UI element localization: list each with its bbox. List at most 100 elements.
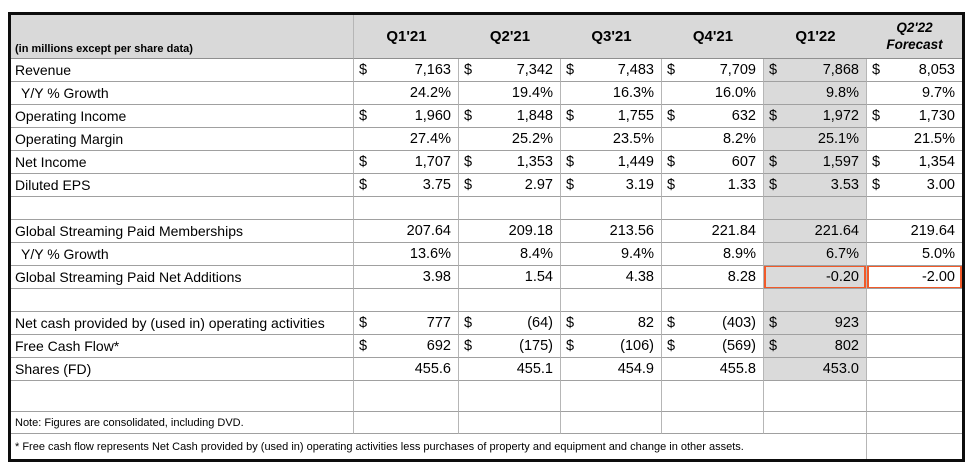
dollar-sign: $ [359, 177, 368, 193]
cell-value: 7,163 [414, 62, 451, 78]
dollar-sign: $ [359, 154, 368, 170]
data-cell-global-streaming-paid-net-additions-col5: -2.00 [867, 266, 962, 289]
data-cell-shares-fd-col5 [867, 358, 962, 381]
data-cell-shares-fd-col2: 454.9 [561, 358, 662, 381]
cell-value: 16.3% [612, 85, 654, 101]
data-cell-y-y-growth-col5: 5.0% [867, 243, 962, 266]
blank-cell [764, 381, 867, 412]
cell-value: 25.1% [817, 131, 859, 147]
blank-cell [459, 412, 561, 434]
row-label-y-y-growth: Y/Y % Growth [11, 82, 354, 105]
dollar-sign: $ [566, 177, 575, 193]
blank-cell [459, 381, 561, 412]
table-row-global-streaming-paid-net-additions: Global Streaming Paid Net Additions 3.98 1… [11, 266, 962, 289]
data-cell-y-y-growth-col5: 9.7% [867, 82, 962, 105]
data-cell-operating-income-col0: $1,960 [354, 105, 459, 128]
data-cell-shares-fd-col3: 455.8 [662, 358, 764, 381]
table-row-free-cash-flow: Free Cash Flow* $692 $ (175) $ (106) $ (569) $80… [11, 335, 962, 358]
cell-value: 7,483 [617, 62, 654, 78]
cell-value: 221.64 [814, 223, 859, 239]
data-cell-net-cash-provided-by-used-in-operating-activities-col1: $ (64) [459, 312, 561, 335]
row-label-operating-income: Operating Income [11, 105, 354, 128]
data-cell-free-cash-flow-col5 [867, 335, 962, 358]
data-cell-net-income-col3: $607 [662, 151, 764, 174]
table-row-global-streaming-paid-memberships: Global Streaming Paid Memberships 207.64 2… [11, 220, 962, 243]
dollar-sign: $ [359, 338, 368, 354]
dollar-sign: $ [667, 315, 676, 331]
blank-cell [662, 381, 764, 412]
data-cell-operating-margin-col5: 21.5% [867, 128, 962, 151]
cell-value: 4.38 [625, 269, 654, 285]
data-cell-shares-fd-col0: 455.6 [354, 358, 459, 381]
row-label-diluted-eps: Diluted EPS [11, 174, 354, 197]
data-cell-y-y-growth-col3: 8.9% [662, 243, 764, 266]
dollar-sign: $ [667, 108, 676, 124]
blank-cell [867, 381, 962, 412]
data-cell-operating-income-col1: $1,848 [459, 105, 561, 128]
table-row-operating-margin: Operating Margin 27.4% 25.2% 23.5% 8.2% 25.1%… [11, 128, 962, 151]
data-cell-operating-income-col5: $1,730 [867, 105, 962, 128]
cell-value: 82 [637, 315, 654, 331]
dollar-sign: $ [359, 62, 368, 78]
dollar-sign: $ [872, 62, 881, 78]
dollar-sign: $ [566, 315, 575, 331]
data-cell-global-streaming-paid-memberships-col4: 221.64 [764, 220, 867, 243]
blank-cell [354, 381, 459, 412]
column-header-q1-22: Q1'22 [764, 15, 867, 59]
data-cell-operating-margin-col2: 23.5% [561, 128, 662, 151]
cell-value: 9.7% [921, 85, 955, 101]
dollar-sign: $ [872, 154, 881, 170]
data-cell-global-streaming-paid-net-additions-col1: 1.54 [459, 266, 561, 289]
cell-value: 1,354 [918, 154, 955, 170]
dollar-sign: $ [769, 338, 778, 354]
dollar-sign: $ [769, 154, 778, 170]
column-header-q4-21: Q4'21 [662, 15, 764, 59]
data-cell-y-y-growth-col4: 6.7% [764, 243, 867, 266]
cell-value: (569) [722, 338, 756, 354]
blank-cell [764, 412, 867, 434]
cell-value: 5.0% [921, 246, 955, 262]
cell-value: 8.28 [727, 269, 756, 285]
cell-value: 9.8% [825, 85, 859, 101]
data-cell-diluted-eps-col2: $3.19 [561, 174, 662, 197]
data-cell-y-y-growth-col1: 19.4% [459, 82, 561, 105]
cell-value: 802 [834, 338, 859, 354]
data-cell-free-cash-flow-col2: $ (106) [561, 335, 662, 358]
data-cell-revenue-col5: $8,053 [867, 59, 962, 82]
data-cell-y-y-growth-col0: 24.2% [354, 82, 459, 105]
cell-value: -2.00 [921, 269, 955, 285]
cell-value: 1,848 [516, 108, 553, 124]
cell-value: 1,960 [414, 108, 451, 124]
cell-value: 455.1 [516, 361, 553, 377]
table-row-revenue: Revenue $7,163 $7,342 $7,483 $7,709 $7,868 $8,… [11, 59, 962, 82]
dollar-sign: $ [464, 177, 473, 193]
cell-value: 1,730 [918, 108, 955, 124]
forecast-header-line2: Forecast [886, 36, 943, 52]
data-cell-operating-income-col2: $1,755 [561, 105, 662, 128]
data-cell-revenue-col2: $7,483 [561, 59, 662, 82]
table-row-blank [11, 289, 962, 312]
column-header-q1-21: Q1'21 [354, 15, 459, 59]
cell-value: 8,053 [918, 62, 955, 78]
data-cell-net-cash-provided-by-used-in-operating-activities-col3: $ (403) [662, 312, 764, 335]
blank-cell [867, 412, 962, 434]
data-cell-diluted-eps-col1: $2.97 [459, 174, 561, 197]
dollar-sign: $ [566, 338, 575, 354]
free-cash-flow-footnote: * Free cash flow represents Net Cash pro… [11, 434, 867, 459]
table-row-diluted-eps: Diluted EPS $3.75 $2.97 $3.19 $1.33 $3.53 $3.0… [11, 174, 962, 197]
table-body: Revenue $7,163 $7,342 $7,483 $7,709 $7,868 $8,… [11, 59, 962, 381]
dollar-sign: $ [769, 177, 778, 193]
data-cell-free-cash-flow-col0: $692 [354, 335, 459, 358]
cell-value: 24.2% [409, 85, 451, 101]
blank-cell [561, 381, 662, 412]
row-label-y-y-growth: Y/Y % Growth [11, 243, 354, 266]
row-label-global-streaming-paid-memberships: Global Streaming Paid Memberships [11, 220, 354, 243]
data-cell-blank-col2 [561, 289, 662, 312]
cell-value: 7,709 [719, 62, 756, 78]
data-cell-net-income-col1: $1,353 [459, 151, 561, 174]
cell-value: 1,972 [822, 108, 859, 124]
dollar-sign: $ [667, 154, 676, 170]
cell-value: 209.18 [508, 223, 553, 239]
row-label-free-cash-flow: Free Cash Flow* [11, 335, 354, 358]
